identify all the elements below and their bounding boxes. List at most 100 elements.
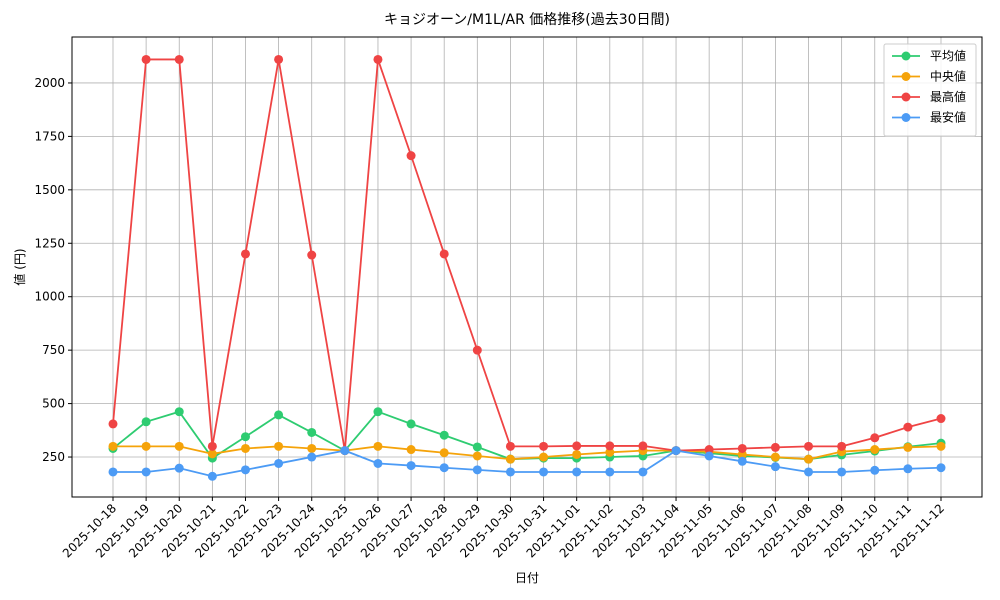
- data-point: [903, 442, 913, 452]
- data-point: [439, 463, 449, 473]
- data-point: [605, 447, 615, 457]
- data-point: [406, 461, 416, 471]
- data-point: [373, 441, 383, 451]
- data-point: [505, 467, 515, 477]
- data-point: [174, 407, 184, 417]
- data-point: [240, 432, 250, 442]
- data-point: [141, 441, 151, 451]
- x-axis-label: 日付: [515, 571, 539, 585]
- data-point: [307, 427, 317, 437]
- data-point: [240, 443, 250, 453]
- data-point: [207, 441, 217, 451]
- data-point: [770, 452, 780, 462]
- data-point: [539, 441, 549, 451]
- legend-marker: [901, 92, 911, 102]
- data-point: [870, 445, 880, 455]
- legend-label: 最安値: [930, 110, 966, 125]
- data-point: [737, 456, 747, 466]
- data-point: [373, 54, 383, 64]
- data-point: [638, 467, 648, 477]
- legend-marker: [901, 72, 911, 81]
- data-point: [804, 454, 814, 464]
- series-line: [112, 58, 942, 452]
- data-point: [903, 464, 913, 474]
- y-tick-label: 250: [42, 450, 65, 464]
- y-tick-label: 1250: [34, 236, 65, 250]
- data-point: [207, 449, 217, 459]
- data-point: [174, 441, 184, 451]
- data-point: [903, 422, 913, 432]
- y-tick-label: 750: [42, 343, 65, 357]
- data-point: [737, 443, 747, 453]
- data-point: [704, 451, 714, 461]
- data-point: [274, 410, 284, 420]
- data-point: [472, 451, 482, 461]
- legend-marker: [901, 51, 911, 61]
- data-point: [439, 448, 449, 458]
- y-axis-label: 値 (円): [12, 248, 27, 285]
- data-point: [108, 441, 118, 451]
- y-tick-label: 1750: [34, 129, 65, 143]
- data-point: [108, 467, 118, 477]
- data-point: [638, 441, 648, 451]
- legend-label: 平均値: [930, 48, 966, 63]
- data-point: [472, 442, 482, 452]
- data-point: [539, 467, 549, 477]
- legend-label: 最高値: [930, 89, 966, 104]
- data-point: [274, 441, 284, 451]
- data-point: [207, 471, 217, 481]
- data-point: [770, 442, 780, 452]
- data-point: [936, 441, 946, 451]
- data-point: [804, 441, 814, 451]
- data-point: [870, 433, 880, 443]
- legend-label: 中央値: [930, 69, 966, 84]
- data-point: [274, 54, 284, 64]
- data-point: [307, 452, 317, 462]
- data-point: [572, 441, 582, 451]
- data-point: [804, 467, 814, 477]
- data-point: [505, 441, 515, 451]
- y-tick-label: 1500: [34, 183, 65, 197]
- data-point: [108, 419, 118, 429]
- data-point: [572, 467, 582, 477]
- data-point: [770, 462, 780, 472]
- data-point: [936, 414, 946, 424]
- data-point: [307, 443, 317, 453]
- data-point: [141, 417, 151, 427]
- data-point: [174, 463, 184, 473]
- data-point: [406, 151, 416, 161]
- data-point: [439, 249, 449, 259]
- y-tick-label: 1000: [34, 290, 65, 304]
- data-point: [704, 445, 714, 455]
- data-point: [240, 249, 250, 259]
- y-tick-label: 500: [42, 397, 65, 411]
- data-point: [539, 452, 549, 462]
- data-point: [406, 419, 416, 429]
- data-point: [439, 430, 449, 440]
- chart-title: キョジオーン/M1L/AR 価格推移(過去30日間): [384, 12, 670, 28]
- data-point: [472, 345, 482, 355]
- data-point: [472, 465, 482, 475]
- data-point: [307, 250, 317, 260]
- data-point: [870, 465, 880, 475]
- data-point: [572, 449, 582, 459]
- series-line: [113, 449, 942, 478]
- series-line: [113, 445, 942, 461]
- plot-frame: [71, 36, 983, 498]
- data-point: [837, 467, 847, 477]
- y-tick-label: 2000: [34, 76, 65, 90]
- legend-box: [883, 43, 977, 137]
- data-point: [837, 441, 847, 451]
- series-line: [112, 410, 942, 461]
- data-point: [936, 463, 946, 473]
- data-point: [406, 445, 416, 455]
- data-point: [605, 441, 615, 451]
- data-point: [274, 458, 284, 468]
- data-point: [141, 467, 151, 477]
- data-point: [373, 458, 383, 468]
- legend-marker: [901, 113, 911, 122]
- data-point: [671, 446, 681, 456]
- data-point: [605, 467, 615, 477]
